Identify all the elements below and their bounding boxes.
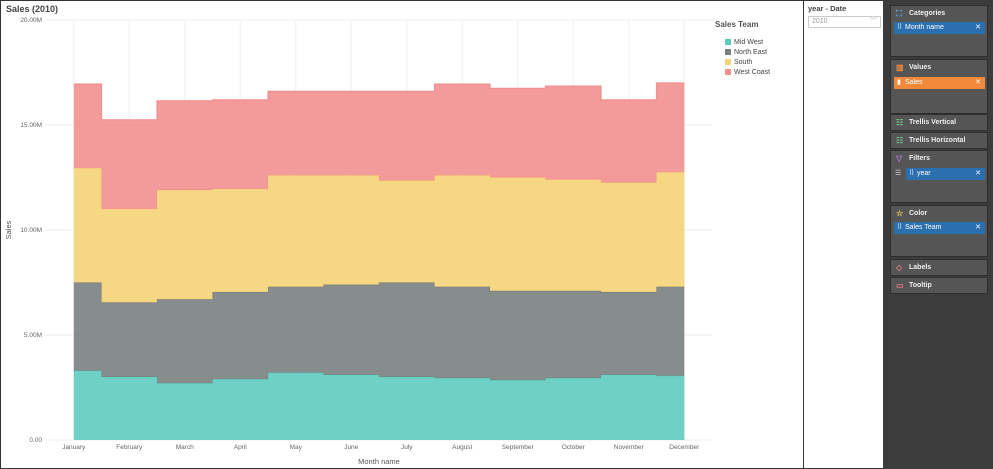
legend-label: North East bbox=[734, 48, 768, 56]
year-date-select[interactable]: 2010 ﹀ bbox=[808, 16, 881, 28]
values-icon: ▥ bbox=[896, 63, 904, 72]
tooltip-title: Tooltip bbox=[909, 282, 932, 289]
area-series-mid-west bbox=[73, 370, 685, 440]
field-pill-sales-team[interactable]: ⠿ Sales Team ✕ bbox=[894, 222, 985, 234]
filter-panel: year - Date 2010 ﹀ bbox=[804, 0, 883, 469]
y-tick-label: 10.00M bbox=[20, 227, 42, 234]
legend-swatch bbox=[725, 69, 731, 75]
trellis-horizontal-section[interactable]: ☷ Trellis Horizontal bbox=[890, 132, 988, 149]
trellis-horizontal-header[interactable]: ☷ Trellis Horizontal bbox=[891, 133, 987, 149]
trellis-vertical-header[interactable]: ☷ Trellis Vertical bbox=[891, 115, 987, 131]
x-tick-label: May bbox=[290, 444, 303, 451]
legend-label: Mid West bbox=[734, 38, 764, 46]
x-tick-label: March bbox=[176, 444, 194, 451]
filters-header[interactable]: ▽ Filters bbox=[891, 151, 987, 167]
x-tick-label: February bbox=[116, 444, 143, 451]
remove-icon[interactable]: ✕ bbox=[975, 170, 981, 177]
legend-swatch bbox=[725, 49, 731, 55]
legend-label: South bbox=[734, 58, 753, 66]
color-header[interactable]: ☆ Color bbox=[891, 206, 987, 222]
legend-item-north-east[interactable]: North East bbox=[725, 47, 770, 57]
labels-section[interactable]: ◇ Labels bbox=[890, 259, 988, 276]
field-well-panel: ⛶ Categories ⠿ Month name ✕ ▥ Values ▮ S… bbox=[883, 0, 993, 469]
legend-item-south[interactable]: South bbox=[725, 57, 770, 67]
legend-swatch bbox=[725, 39, 731, 45]
x-tick-label: December bbox=[669, 444, 700, 451]
drag-handle-icon[interactable]: ⠿ bbox=[897, 224, 903, 231]
chevron-down-icon: ﹀ bbox=[870, 18, 877, 25]
tooltip-icon: ▭ bbox=[896, 281, 904, 290]
field-pill-sales[interactable]: ▮ Sales ✕ bbox=[894, 77, 985, 89]
values-title: Values bbox=[909, 64, 932, 71]
color-section: ☆ Color ⠿ Sales Team ✕ bbox=[890, 205, 988, 257]
categories-title: Categories bbox=[909, 10, 946, 17]
field-pill-year[interactable]: ⠿ year ✕ bbox=[906, 168, 985, 180]
filters-section: ▽ Filters ☰ ⠿ year ✕ bbox=[890, 150, 988, 203]
remove-icon[interactable]: ✕ bbox=[975, 79, 981, 86]
trellis-vertical-icon: ☷ bbox=[896, 118, 904, 127]
filter-title: year - Date bbox=[808, 4, 847, 13]
funnel-icon: ▽ bbox=[896, 154, 903, 163]
filter-list-icon: ☰ bbox=[895, 170, 902, 177]
tag-icon: ◇ bbox=[896, 263, 903, 272]
y-axis-title: Sales bbox=[4, 220, 13, 239]
chart-canvas: 0.00 5.00M 10.00M 15.00M 20.00M January Februa… bbox=[4, 17, 712, 466]
x-tick-label: April bbox=[234, 444, 248, 451]
legend: Sales Team Mid West North East South Wes… bbox=[715, 20, 770, 77]
categories-header[interactable]: ⛶ Categories bbox=[891, 6, 987, 22]
y-tick-label: 5.00M bbox=[24, 332, 42, 339]
x-tick-label: October bbox=[562, 444, 586, 451]
drag-handle-icon[interactable]: ⠿ bbox=[909, 170, 915, 177]
x-tick-label: June bbox=[344, 444, 358, 451]
x-tick-label: January bbox=[62, 444, 86, 451]
area-series-west-coast bbox=[73, 83, 685, 209]
values-header[interactable]: ▥ Values bbox=[891, 60, 987, 76]
legend-title: Sales Team bbox=[715, 20, 759, 29]
field-pill-label: year bbox=[917, 170, 931, 177]
trellis-horizontal-icon: ☷ bbox=[896, 136, 904, 145]
drag-handle-icon[interactable]: ⠿ bbox=[897, 24, 903, 31]
field-pill-label: Sales bbox=[905, 79, 923, 86]
legend-item-mid-west[interactable]: Mid West bbox=[725, 37, 770, 47]
year-date-value: 2010 bbox=[812, 18, 828, 25]
legend-label: West Coast bbox=[734, 68, 771, 76]
field-pill-label: Sales Team bbox=[905, 224, 942, 231]
x-tick-label: November bbox=[614, 444, 645, 451]
y-tick-label: 15.00M bbox=[20, 122, 42, 129]
categories-icon: ⛶ bbox=[896, 9, 902, 18]
x-tick-label: July bbox=[401, 444, 413, 451]
x-tick-label: September bbox=[502, 444, 535, 451]
remove-icon[interactable]: ✕ bbox=[975, 24, 981, 31]
chart-title: Sales (2010) bbox=[6, 4, 59, 14]
area-series-south bbox=[73, 168, 685, 303]
area-series-north-east bbox=[73, 282, 685, 384]
x-axis-title: Month name bbox=[358, 457, 400, 466]
bar-chart-icon: ▮ bbox=[897, 79, 901, 86]
tooltip-section[interactable]: ▭ Tooltip bbox=[890, 277, 988, 294]
tooltip-header[interactable]: ▭ Tooltip bbox=[891, 278, 987, 294]
star-icon: ☆ bbox=[896, 209, 904, 218]
trellis-horizontal-title: Trellis Horizontal bbox=[909, 137, 966, 144]
categories-section: ⛶ Categories ⠿ Month name ✕ bbox=[890, 5, 988, 57]
trellis-vertical-title: Trellis Vertical bbox=[909, 119, 957, 126]
y-tick-label: 20.00M bbox=[20, 17, 42, 24]
labels-title: Labels bbox=[909, 264, 932, 271]
color-title: Color bbox=[909, 210, 928, 217]
chart-panel: Sales (2010) 0.00 5.00M 10.00M 15.00M 20.00M… bbox=[0, 0, 804, 469]
legend-swatch bbox=[725, 59, 731, 65]
labels-header[interactable]: ◇ Labels bbox=[891, 260, 987, 276]
field-pill-month-name[interactable]: ⠿ Month name ✕ bbox=[894, 22, 985, 34]
legend-item-west-coast[interactable]: West Coast bbox=[725, 67, 770, 77]
filters-title: Filters bbox=[909, 155, 931, 162]
y-tick-label: 0.00 bbox=[29, 437, 42, 444]
area-edge-west-coast bbox=[73, 82, 685, 121]
values-section: ▥ Values ▮ Sales ✕ bbox=[890, 59, 988, 114]
remove-icon[interactable]: ✕ bbox=[975, 224, 981, 231]
field-pill-label: Month name bbox=[905, 24, 944, 31]
trellis-vertical-section[interactable]: ☷ Trellis Vertical bbox=[890, 114, 988, 131]
x-tick-label: August bbox=[452, 444, 472, 451]
